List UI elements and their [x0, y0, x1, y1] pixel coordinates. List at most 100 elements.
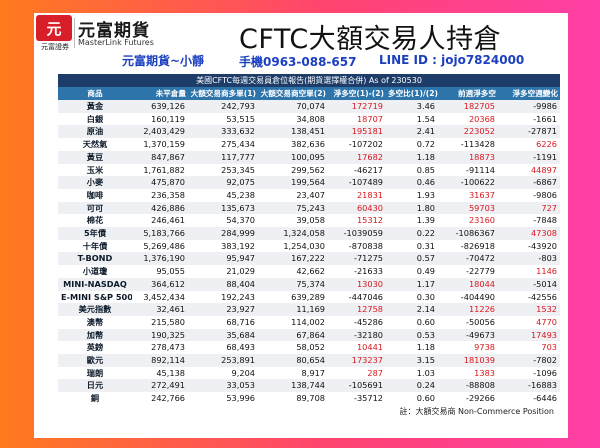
table-cell: 272,491 [132, 379, 188, 393]
column-header: 淨多空週變化 [498, 87, 560, 100]
logo-subtitle: 元富證券 [41, 43, 69, 51]
table-cell: 21,029 [188, 265, 258, 278]
commodity-name-cell: 加幣 [58, 328, 132, 342]
table-cell: 67,864 [258, 328, 328, 342]
table-cell: 0.57 [386, 252, 438, 266]
table-cell: 1,254,030 [258, 239, 328, 253]
column-header: 前週淨多空 [438, 87, 498, 100]
table-cell: 223052 [438, 125, 498, 139]
table-cell: -107202 [328, 138, 386, 151]
table-cell: -107489 [328, 176, 386, 189]
column-header: 大額交易商空單(2) [258, 87, 328, 100]
page-title: CFTC大額交易人持倉 [239, 24, 502, 55]
table-header-row: 商品 未平倉量 大額交易商多單(1) 大額交易商空單(2) 淨多空(1)-(2) 多空比(… [58, 87, 560, 100]
table-row: 加幣 190,325 35,684 67,864 -32180 0.53 -49673 174… [58, 328, 560, 342]
table-cell: 68,716 [188, 315, 258, 329]
table-cell: 47308 [498, 227, 560, 240]
table-cell: 138,744 [258, 379, 328, 393]
table-cell: 20368 [438, 112, 498, 126]
table-cell: 89,708 [258, 392, 328, 405]
table-cell: 1.54 [386, 112, 438, 126]
column-header: 淨多空(1)-(2) [328, 87, 386, 100]
brand-name-en: MasterLink Futures [78, 38, 154, 47]
brand-name-zh: 元富期貨 [78, 21, 150, 41]
table-cell: 242,793 [188, 100, 258, 113]
commodity-name-cell: MINI-NASDAQ [58, 277, 132, 291]
table-cell: 639,289 [258, 290, 328, 304]
table-cell: 92,075 [188, 176, 258, 189]
table-cell: 0.72 [386, 138, 438, 151]
table-row: 黃豆 847,867 117,777 100,095 17682 1.18 18873 -11… [58, 150, 560, 164]
table-cell: -88808 [438, 379, 498, 393]
table-cell: -7848 [498, 214, 560, 228]
table-cell: 0.24 [386, 379, 438, 393]
table-cell: 0.22 [386, 227, 438, 240]
table-cell: 3.15 [386, 354, 438, 367]
contact-line-id: LINE ID : jojo7824000 [379, 53, 525, 67]
table-cell: 9,204 [188, 366, 258, 380]
table-row: 咖啡 236,358 45,238 23,407 21831 1.93 31637 -9806 [58, 188, 560, 202]
commodity-name-cell: 黃豆 [58, 150, 132, 164]
table-cell: -46217 [328, 163, 386, 177]
commodity-name-cell: 十年債 [58, 239, 132, 253]
table-cell: 39,058 [258, 214, 328, 228]
table-cell: 23160 [438, 214, 498, 228]
commodity-name-cell: 天然氣 [58, 138, 132, 151]
table-cell: -45286 [328, 315, 386, 329]
table-cell: 60430 [328, 201, 386, 215]
table-cell: 100,095 [258, 150, 328, 164]
table-cell: 10441 [328, 341, 386, 355]
table-cell: 0.85 [386, 163, 438, 177]
table-cell: 21831 [328, 188, 386, 202]
table-cell: 18707 [328, 112, 386, 126]
table-footnote: 註：大額交易商 Non-Commerce Position [399, 406, 555, 416]
table-cell: 33,053 [188, 379, 258, 393]
commodity-name-cell: 原油 [58, 125, 132, 139]
table-cell: -22779 [438, 265, 498, 278]
commodity-name-cell: 咖啡 [58, 188, 132, 202]
header-divider [74, 18, 75, 48]
table-cell: -6867 [498, 176, 560, 189]
column-header: 多空比(1)/(2) [386, 87, 438, 100]
table-row: 白銀 160,119 53,515 34,808 18707 1.54 20368 -1661 [58, 112, 560, 126]
table-cell: -42556 [498, 290, 560, 304]
table-cell: 246,461 [132, 214, 188, 228]
table-row: 天然氣 1,370,159 275,434 382,636 -107202 0.72 -11… [58, 138, 560, 151]
table-cell: -35712 [328, 392, 386, 405]
table-cell: -49673 [438, 328, 498, 342]
table-cell: 88,404 [188, 277, 258, 291]
table-cell: 13030 [328, 277, 386, 291]
table-cell: 45,238 [188, 188, 258, 202]
table-cell: 75,243 [258, 201, 328, 215]
table-cell: 160,119 [132, 112, 188, 126]
table-cell: 18044 [438, 277, 498, 291]
commodity-name-cell: 瑞朗 [58, 366, 132, 380]
table-cell: 3.46 [386, 100, 438, 113]
table-cell: 0.53 [386, 328, 438, 342]
table-cell: -5014 [498, 277, 560, 291]
table-cell: 299,562 [258, 163, 328, 177]
table-row: 銅 242,766 53,996 89,708 -35712 0.60 -29266 -644… [58, 392, 560, 405]
commodity-name-cell: 小麥 [58, 176, 132, 189]
table-cell: 53,515 [188, 112, 258, 126]
table-cell: 11226 [438, 303, 498, 316]
table-cell: 382,636 [258, 138, 328, 151]
table-cell: 1,376,190 [132, 252, 188, 266]
table-body: 黃金 639,126 242,793 70,074 172719 3.46 182705 -9… [58, 100, 560, 405]
table-cell: 2,403,429 [132, 125, 188, 139]
positions-table: 商品 未平倉量 大額交易商多單(1) 大額交易商空單(2) 淨多空(1)-(2) 多空比(… [58, 87, 560, 405]
contact-phone: 手機0963-088-657 [239, 55, 357, 69]
table-cell: 5,269,486 [132, 239, 188, 253]
table-cell: 135,673 [188, 201, 258, 215]
table-cell: 5,183,766 [132, 227, 188, 240]
table-cell: 1.39 [386, 214, 438, 228]
commodity-name-cell: 棉花 [58, 214, 132, 228]
table-cell: 190,325 [132, 328, 188, 342]
commodity-name-cell: 澳幣 [58, 315, 132, 329]
table-cell: 35,684 [188, 328, 258, 342]
table-cell: -32180 [328, 328, 386, 342]
table-row: T-BOND 1,376,190 95,947 167,222 -71275 0.57 -7… [58, 252, 560, 266]
table-row: 小麥 475,870 92,075 199,564 -107489 0.46 -100622… [58, 176, 560, 189]
table-cell: 639,126 [132, 100, 188, 113]
table-cell: 1383 [438, 366, 498, 380]
